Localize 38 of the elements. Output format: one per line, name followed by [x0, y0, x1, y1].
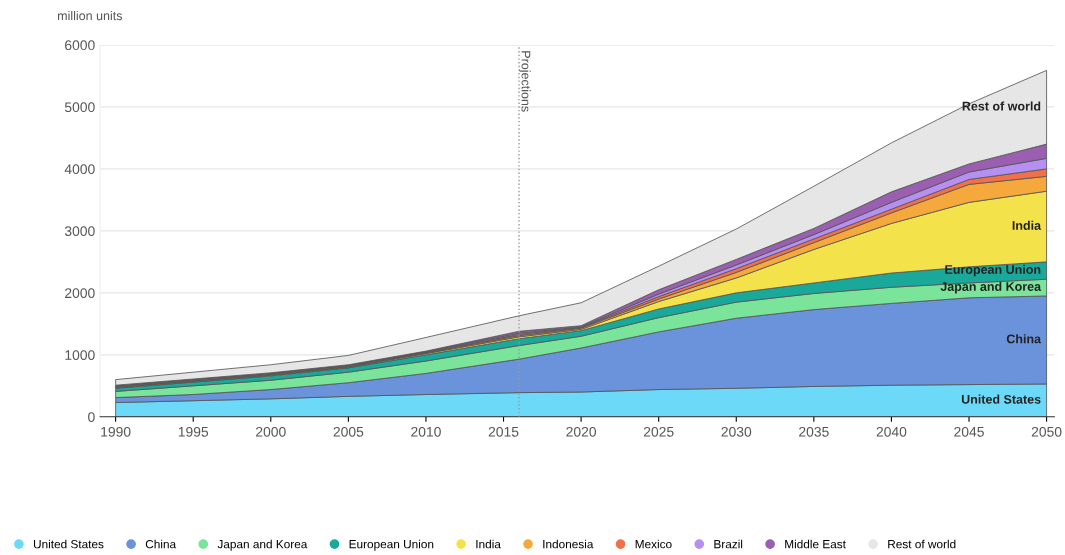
legend-label: Mexico [635, 539, 672, 549]
x-tick-label: 2035 [799, 426, 829, 437]
x-tick-label: 2025 [643, 426, 674, 437]
legend-label: Brazil [714, 539, 743, 549]
text: India [1012, 220, 1042, 230]
x-tick-label: 2005 [333, 426, 364, 437]
x-tick-label: 2000 [256, 426, 286, 437]
legend-label: European Union [349, 539, 434, 551]
y-tick-label: 0 [88, 412, 95, 422]
x-tick-label: 2010 [411, 426, 441, 437]
legend-label: India [476, 539, 501, 549]
y-tick-label: 4000 [64, 164, 95, 175]
x-tick-label: 2050 [1031, 426, 1062, 437]
text: European Union [945, 264, 1041, 277]
legend-label: China [145, 539, 177, 549]
x-tick-label: 2030 [721, 426, 752, 437]
text: United States [961, 394, 1041, 404]
x-tick-label: 2040 [876, 426, 907, 437]
legend-label: Middle East [785, 539, 846, 549]
y-tick-label: 2000 [65, 288, 95, 299]
y-axis-title: million units [58, 10, 123, 21]
text: Rest of world [962, 101, 1041, 111]
x-tick-label: 1990 [101, 426, 131, 437]
text: Japan and Korea [940, 281, 1042, 294]
y-tick-label: 6000 [65, 40, 95, 51]
y-tick-label: 1000 [65, 350, 95, 360]
legend-label: Indonesia [543, 539, 594, 549]
legend-label: Japan and Korea [217, 539, 308, 551]
text: China [1006, 334, 1042, 344]
x-tick-label: 2020 [566, 426, 597, 437]
x-tick-label: 2045 [954, 426, 984, 437]
legend-label: Rest of world [888, 539, 956, 549]
ref-line-label: Projections [519, 51, 531, 112]
x-tick-label: 1995 [178, 426, 209, 437]
legend-label: United States [33, 539, 104, 549]
y-tick-label: 5000 [64, 102, 95, 113]
x-tick-label: 2015 [488, 426, 519, 437]
y-tick-label: 3000 [64, 226, 95, 237]
